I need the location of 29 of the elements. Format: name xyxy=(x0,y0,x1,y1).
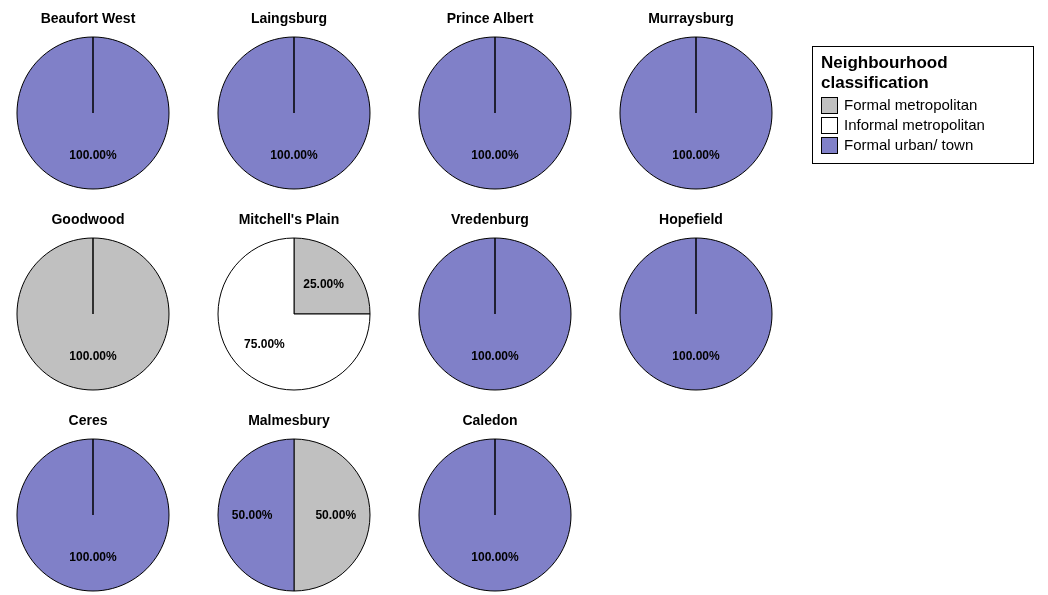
chart-title: Goodwood xyxy=(51,211,125,227)
data-label: 50.00% xyxy=(231,508,273,522)
chart-title: Mitchell's Plain xyxy=(238,211,340,227)
legend-title: Neighbourhood classification xyxy=(821,53,949,93)
data-label: 100.00% xyxy=(270,147,319,162)
chart-title: Prince Albert xyxy=(446,10,534,26)
pie-slice xyxy=(217,237,371,391)
data-label: 100.00% xyxy=(672,348,721,363)
chart-title: Murraysburg xyxy=(648,10,734,26)
chart-title: Ceres xyxy=(68,412,108,428)
legend-label: Informal metropolitan xyxy=(844,115,985,135)
legend-label: Formal metropolitan xyxy=(844,95,978,115)
data-label: 100.00% xyxy=(69,348,118,363)
data-label: 100.00% xyxy=(471,147,520,162)
chart-title: Malmesbury xyxy=(248,412,331,428)
chart-title: Caledon xyxy=(462,412,518,428)
data-label: 25.00% xyxy=(303,277,345,292)
chart-title: Beaufort West xyxy=(40,10,136,26)
chart-title: Vredenburg xyxy=(451,211,529,227)
data-label: 100.00% xyxy=(471,549,520,564)
chart-title: Laingsburg xyxy=(250,10,328,26)
data-label: 75.00% xyxy=(244,336,286,351)
chart-title: Hopefield xyxy=(659,211,723,227)
data-label: 50.00% xyxy=(315,508,357,522)
data-label: 100.00% xyxy=(69,147,118,162)
legend-label: Formal urban/ town xyxy=(844,135,974,155)
data-label: 100.00% xyxy=(471,348,520,363)
data-label: 100.00% xyxy=(672,147,721,162)
data-label: 100.00% xyxy=(69,549,118,564)
